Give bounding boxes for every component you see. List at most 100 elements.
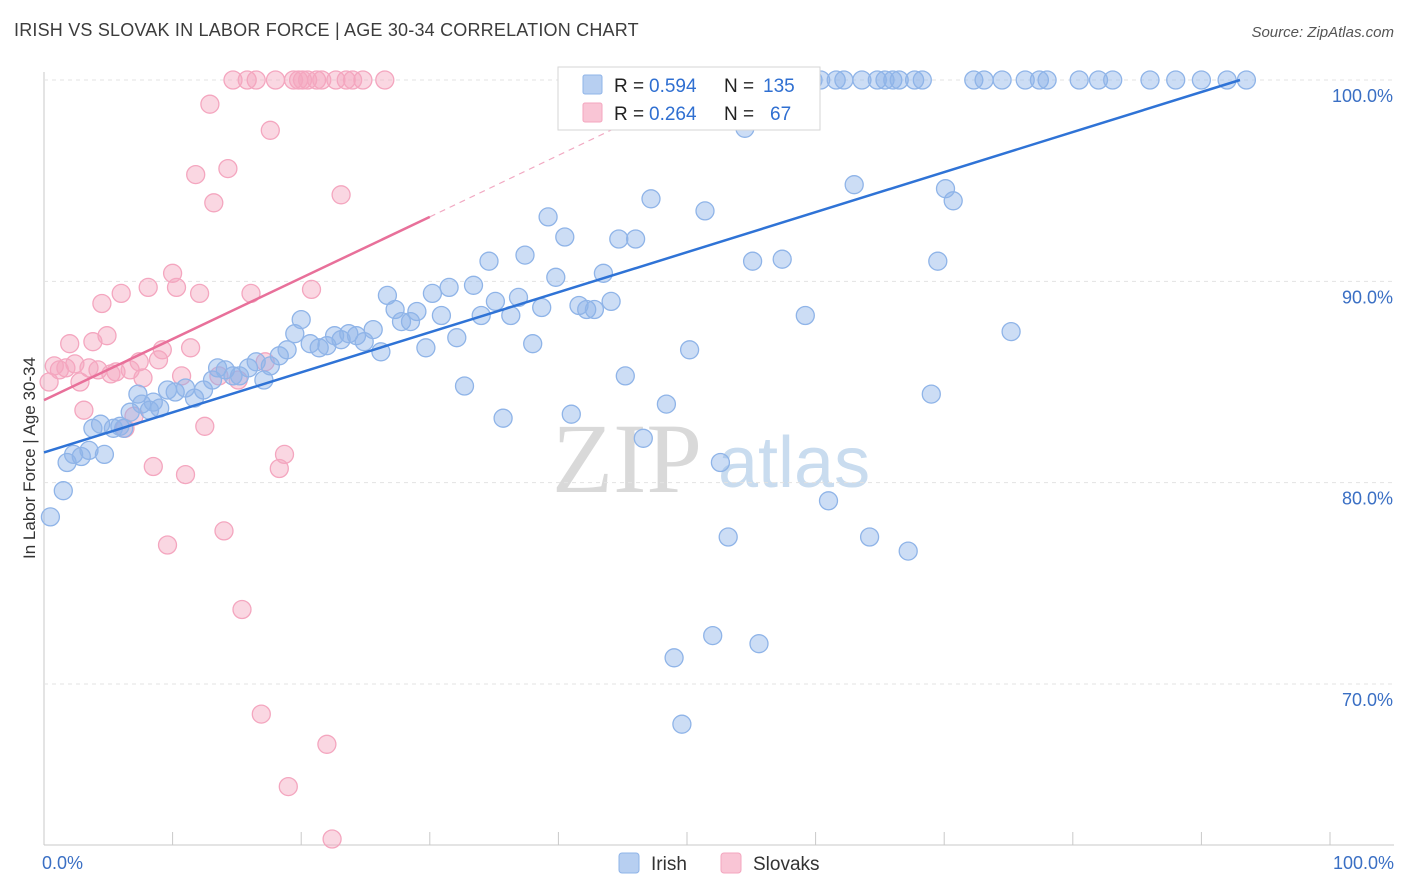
legend-n-value-slovaks: 67	[770, 104, 791, 125]
slovaks-point-4	[60, 334, 80, 354]
irish-point-121	[974, 70, 994, 90]
irish-point-89	[710, 452, 731, 473]
slovaks-point-9	[83, 332, 103, 352]
irish-point-69	[555, 227, 575, 247]
slovaks-point-27	[166, 277, 187, 298]
slovaks-point-66	[375, 70, 395, 90]
slovaks-point-59	[317, 734, 337, 754]
irish-point-28	[238, 358, 259, 378]
legend-swatch-slovaks	[582, 102, 603, 123]
irish-point-1	[53, 481, 73, 501]
irish-point-84	[672, 714, 692, 734]
bottom-legend-label-slovaks: Slovaks	[753, 854, 820, 875]
legend-n-label-slovaks: N =	[724, 104, 754, 125]
irish-point-61	[493, 408, 513, 428]
y-tick-label-90: 90.0%	[1342, 287, 1393, 307]
slovaks-point-48	[265, 70, 286, 90]
irish-point-26	[223, 366, 243, 386]
slovaks-point-29	[175, 464, 196, 485]
slovaks-point-51	[278, 776, 298, 797]
irish-point-118	[935, 179, 956, 199]
irish-point-68	[546, 267, 566, 287]
slovaks-point-61	[326, 70, 346, 90]
irish-point-119	[943, 191, 963, 211]
irish-point-76	[609, 229, 629, 249]
irish-point-93	[742, 251, 763, 271]
irish-point-85	[679, 340, 700, 360]
slovaks-point-12	[97, 326, 117, 346]
irish-point-63	[508, 287, 529, 308]
irish-point-4	[71, 446, 91, 467]
x-tick-label-min: 0.0%	[42, 853, 83, 873]
irish-point-125	[1029, 70, 1050, 90]
irish-point-107	[852, 70, 872, 90]
irish-point-59	[479, 251, 499, 271]
slovaks-point-22	[143, 456, 163, 477]
irish-point-129	[1103, 70, 1123, 90]
irish-point-116	[921, 384, 941, 404]
irish-point-115	[912, 70, 932, 90]
irish-point-41	[339, 324, 359, 344]
y-tick-label-100: 100.0%	[1332, 86, 1393, 106]
slovaks-point-60	[322, 829, 342, 849]
irish-point-49	[400, 311, 421, 332]
bottom-legend-swatch-slovaks	[720, 852, 742, 874]
bottom-legend: Irish Slovaks	[618, 852, 820, 875]
legend: R = 0.594 N = 135 R = 0.264 N = 67	[557, 66, 821, 131]
slovaks-point-20	[133, 368, 153, 388]
irish-point-134	[1236, 70, 1257, 90]
chart-title: IRISH VS SLOVAK IN LABOR FORCE | AGE 30-…	[14, 20, 639, 40]
irish-point-90	[718, 527, 738, 547]
irish-point-79	[633, 428, 653, 448]
legend-r-value-slovaks: 0.264	[649, 104, 697, 125]
irish-point-23	[202, 370, 223, 390]
irish-point-72	[577, 299, 597, 320]
irish-point-100	[795, 305, 815, 326]
y-tick-labels: 70.0% 80.0% 90.0% 100.0%	[1332, 86, 1393, 710]
irish-point-120	[964, 70, 984, 90]
slovaks-point-64	[342, 70, 363, 90]
irish-point-109	[867, 70, 887, 90]
irish-point-73	[584, 299, 605, 320]
legend-swatch-irish	[582, 74, 603, 95]
irish-point-127	[1069, 70, 1089, 90]
irish-point-34	[285, 324, 305, 344]
irish-point-60	[485, 291, 506, 312]
y-tick-label-70: 70.0%	[1342, 690, 1393, 710]
slovaks-point-11	[92, 293, 112, 314]
slovaks-point-33	[195, 416, 215, 436]
series-slovaks-points	[39, 70, 395, 849]
irish-point-13	[128, 384, 148, 404]
irish-point-66	[532, 297, 552, 318]
legend-r-value-irish: 0.594	[649, 76, 697, 97]
irish-point-83	[664, 648, 684, 668]
slovaks-point-41	[232, 599, 252, 620]
slovaks-point-44	[246, 70, 266, 90]
slovaks-point-23	[148, 350, 169, 370]
slovaks-point-25	[157, 535, 178, 555]
irish-point-70	[561, 404, 581, 424]
irish-point-35	[291, 309, 311, 330]
trend-lines	[43, 78, 1241, 454]
slovaks-point-31	[186, 164, 206, 185]
irish-point-77	[615, 366, 635, 386]
irish-point-47	[385, 299, 405, 320]
slovaks-point-21	[138, 277, 158, 298]
irish-point-52	[422, 283, 443, 304]
irish-point-44	[363, 319, 383, 340]
irish-point-5	[79, 440, 99, 461]
irish-point-104	[826, 70, 846, 90]
slovaks-point-37	[214, 521, 234, 541]
irish-point-54	[439, 277, 459, 298]
slovaks-point-58	[312, 70, 332, 90]
slovaks-trend-line	[43, 215, 431, 402]
slovaks-point-15	[111, 283, 131, 304]
irish-point-130	[1140, 70, 1160, 90]
slovaks-point-35	[204, 193, 224, 213]
irish-point-53	[431, 305, 452, 326]
irish-point-50	[407, 301, 427, 322]
irish-point-82	[656, 394, 677, 414]
slovaks-point-56	[301, 279, 322, 300]
legend-n-label-irish: N =	[724, 76, 754, 97]
